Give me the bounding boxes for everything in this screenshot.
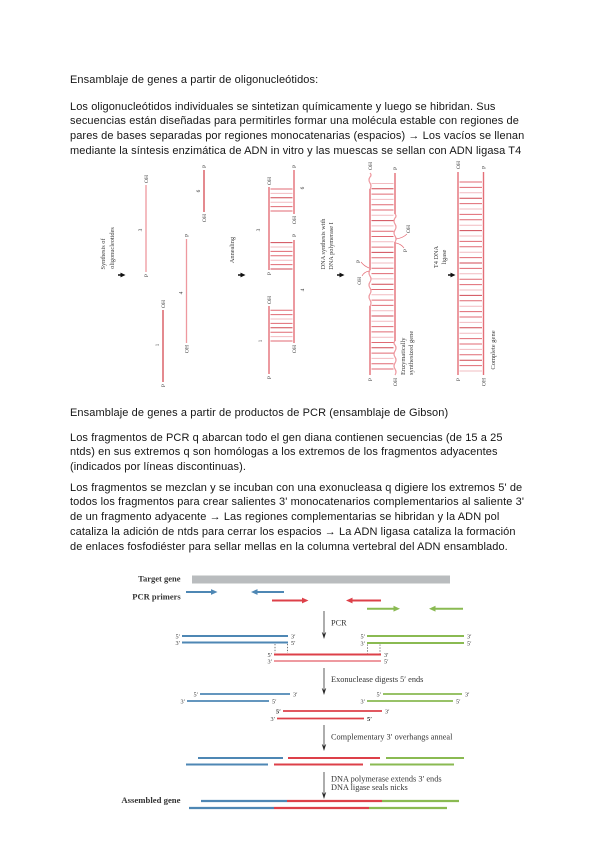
svg-text:5′: 5′ <box>272 699 277 706</box>
svg-text:OH: OH <box>161 300 167 308</box>
svg-text:5′: 5′ <box>276 709 281 716</box>
svg-text:DNA ligase seals nicks: DNA ligase seals nicks <box>331 783 408 792</box>
svg-text:OH: OH <box>202 214 208 222</box>
svg-text:oligonucleotides: oligonucleotides <box>109 227 116 269</box>
svg-text:P: P <box>144 274 150 277</box>
svg-text:3′: 3′ <box>467 634 472 641</box>
svg-text:PCR: PCR <box>331 618 347 627</box>
svg-text:P: P <box>185 234 191 237</box>
svg-text:3′: 3′ <box>271 716 276 723</box>
svg-text:5′: 5′ <box>384 659 389 666</box>
svg-text:P: P <box>393 167 399 170</box>
svg-text:PCR primers: PCR primers <box>132 592 181 602</box>
svg-text:3′: 3′ <box>293 692 298 699</box>
svg-text:P: P <box>356 260 362 263</box>
svg-text:P: P <box>267 272 273 275</box>
svg-text:OH: OH <box>292 216 298 224</box>
svg-text:5′: 5′ <box>361 634 366 641</box>
svg-text:Synthesis of: Synthesis of <box>100 238 107 270</box>
svg-text:3′: 3′ <box>465 692 470 699</box>
svg-text:P: P <box>161 384 167 387</box>
svg-text:6: 6 <box>196 189 202 192</box>
svg-text:OH: OH <box>144 175 150 183</box>
svg-text:5′: 5′ <box>268 652 273 659</box>
svg-text:OH: OH <box>185 345 191 353</box>
svg-text:3′: 3′ <box>176 640 181 647</box>
svg-text:OH: OH <box>292 345 298 353</box>
svg-text:P: P <box>456 378 462 381</box>
svg-text:DNA polymerase I: DNA polymerase I <box>328 222 335 270</box>
svg-text:1: 1 <box>258 339 264 342</box>
svg-text:P: P <box>403 249 409 252</box>
svg-text:6: 6 <box>300 186 306 189</box>
svg-text:5′: 5′ <box>194 692 199 699</box>
svg-text:OH: OH <box>368 162 374 170</box>
svg-text:5′: 5′ <box>467 641 472 648</box>
svg-text:3: 3 <box>256 228 262 231</box>
svg-text:3′: 3′ <box>385 709 390 716</box>
svg-text:T4 DNA: T4 DNA <box>433 245 440 268</box>
svg-text:Complementary 3′ overhangs ann: Complementary 3′ overhangs anneal <box>331 733 453 742</box>
svg-text:Exonuclease digests 5′ ends: Exonuclease digests 5′ ends <box>331 675 423 684</box>
svg-text:Assembled gene: Assembled gene <box>121 795 180 805</box>
svg-text:5′: 5′ <box>291 640 296 647</box>
svg-text:P: P <box>267 376 273 379</box>
svg-text:4: 4 <box>179 291 185 294</box>
svg-text:3′: 3′ <box>268 659 273 666</box>
svg-text:3′: 3′ <box>361 699 366 706</box>
svg-text:5′: 5′ <box>456 699 461 706</box>
svg-text:3: 3 <box>138 228 144 231</box>
svg-text:3′: 3′ <box>291 634 296 641</box>
svg-text:3′: 3′ <box>361 641 366 648</box>
svg-text:Complete gene: Complete gene <box>490 330 497 369</box>
svg-text:Enzymatically: Enzymatically <box>400 337 407 375</box>
svg-text:P: P <box>292 165 298 168</box>
svg-text:ligase: ligase <box>441 249 448 264</box>
svg-text:OH: OH <box>482 378 488 386</box>
svg-text:synthesized gene: synthesized gene <box>408 331 415 375</box>
svg-text:DNA polymerase extends 3′ ends: DNA polymerase extends 3′ ends <box>331 775 442 784</box>
svg-text:1: 1 <box>155 343 161 346</box>
svg-text:P: P <box>292 234 298 237</box>
svg-text:OH: OH <box>456 161 462 169</box>
svg-text:Target gene: Target gene <box>138 574 181 584</box>
svg-text:3′: 3′ <box>181 699 186 706</box>
svg-text:5′: 5′ <box>377 692 382 699</box>
svg-text:5′: 5′ <box>176 634 181 641</box>
svg-text:OH: OH <box>357 277 363 285</box>
svg-text:P: P <box>202 165 208 168</box>
svg-text:3′: 3′ <box>384 652 389 659</box>
svg-text:OH: OH <box>267 296 273 304</box>
svg-text:P: P <box>482 166 488 169</box>
svg-text:OH: OH <box>406 225 412 233</box>
svg-text:DNA synthesis with: DNA synthesis with <box>320 218 327 270</box>
svg-text:OH: OH <box>393 378 399 386</box>
svg-text:Annealing: Annealing <box>229 236 236 263</box>
svg-text:4: 4 <box>300 288 306 291</box>
svg-text:5′: 5′ <box>367 716 372 723</box>
svg-text:OH: OH <box>267 177 273 185</box>
svg-text:P: P <box>368 378 374 381</box>
